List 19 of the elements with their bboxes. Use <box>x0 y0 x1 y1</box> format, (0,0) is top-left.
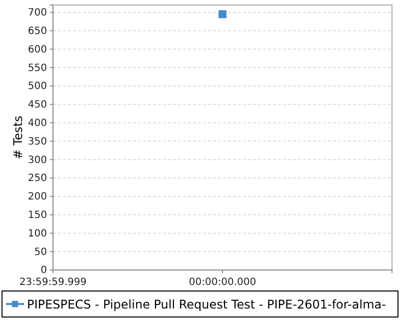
y-tick-label: 400 <box>28 118 47 129</box>
y-axis-title: # Tests <box>11 116 25 160</box>
y-tick-label: 550 <box>28 62 47 74</box>
y-tick-label: 150 <box>28 210 47 221</box>
y-tick-label: 500 <box>28 81 47 92</box>
y-tick-label: 0 <box>40 265 47 276</box>
y-tick-label: 350 <box>28 136 47 148</box>
x-tick-label: 00:00:00.000 <box>188 277 256 288</box>
y-tick-label: 650 <box>28 26 47 37</box>
y-tick-label: 700 <box>28 8 47 19</box>
y-tick-label: 600 <box>28 44 47 56</box>
y-tick-label: 250 <box>28 173 47 184</box>
y-tick-label: 50 <box>34 246 47 258</box>
legend-label: PIPESPECS - Pipeline Pull Request Test - PIPE-2601-for-alma- <box>27 298 386 312</box>
y-tick-label: 300 <box>28 154 47 166</box>
y-tick-label: 200 <box>28 192 47 203</box>
x-tick-label: 23:59:59.999 <box>19 277 87 288</box>
y-tick-label: 100 <box>28 228 47 240</box>
y-tick-label: 450 <box>28 100 47 111</box>
